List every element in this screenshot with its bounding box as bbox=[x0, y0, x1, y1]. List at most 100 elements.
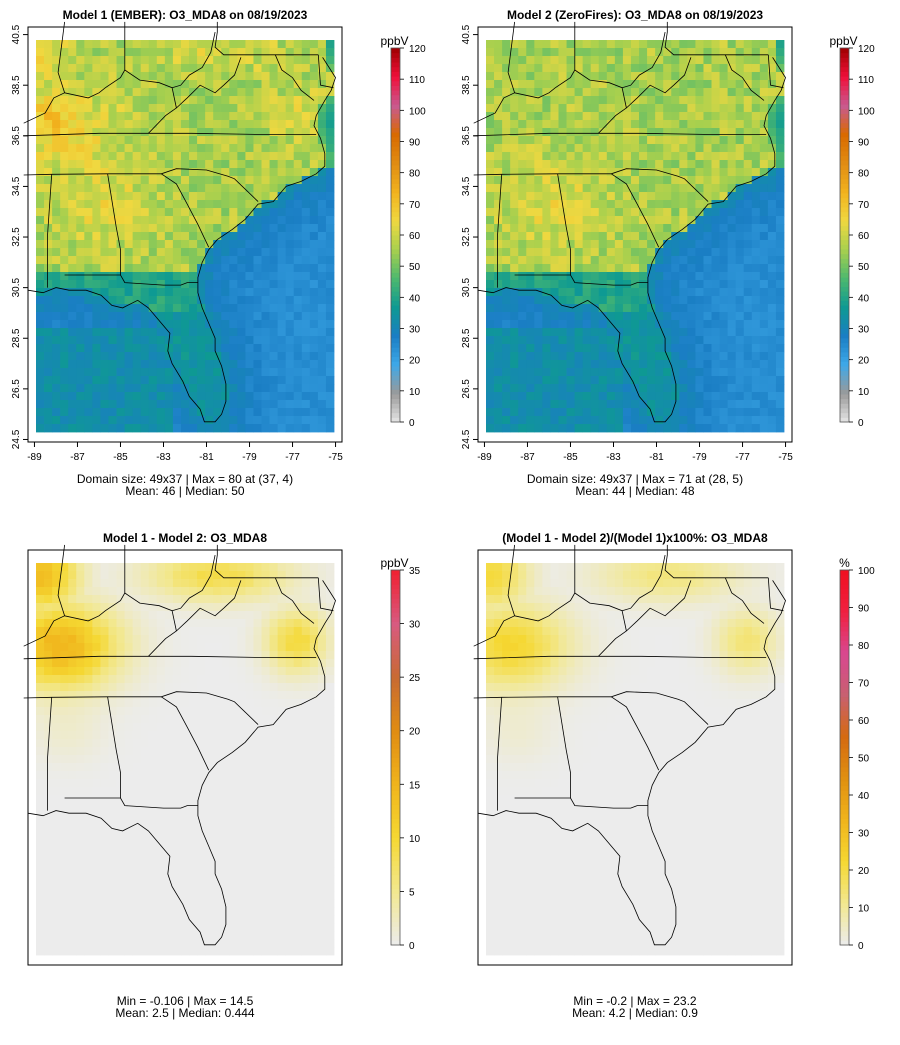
heatmap-cell bbox=[582, 112, 592, 121]
heatmap-cell bbox=[245, 731, 254, 740]
heatmap-cell bbox=[132, 264, 142, 273]
heatmap-cell bbox=[775, 136, 785, 145]
heatmap-cell bbox=[213, 248, 222, 257]
heatmap-cell bbox=[92, 128, 101, 137]
heatmap-cell bbox=[534, 232, 543, 241]
heatmap-cell bbox=[116, 320, 125, 329]
heatmap-cell bbox=[679, 344, 688, 353]
heatmap-cell bbox=[229, 611, 238, 620]
heatmap-cell bbox=[140, 160, 150, 169]
heatmap-cell bbox=[76, 296, 85, 305]
heatmap-cell bbox=[759, 72, 769, 81]
heatmap-cell bbox=[558, 80, 567, 89]
heatmap-cell bbox=[614, 248, 624, 257]
heatmap-cell bbox=[317, 296, 327, 305]
heatmap-cell bbox=[317, 64, 327, 73]
heatmap-cell bbox=[180, 571, 190, 580]
heatmap-cell bbox=[606, 224, 616, 233]
heatmap-cell bbox=[614, 152, 624, 161]
heatmap-cell bbox=[566, 120, 575, 129]
colorbar-swatch bbox=[840, 118, 849, 124]
heatmap-cell bbox=[687, 376, 696, 385]
heatmap-cell bbox=[719, 368, 729, 377]
heatmap-cell bbox=[550, 296, 559, 305]
heatmap-cell bbox=[253, 651, 262, 660]
heatmap-cell bbox=[558, 176, 567, 185]
y-tick-label: 32.5 bbox=[11, 227, 22, 247]
basemap bbox=[23, 21, 336, 423]
heatmap-cell bbox=[285, 80, 295, 89]
heatmap-cell bbox=[197, 747, 206, 756]
heatmap-cell bbox=[277, 192, 287, 201]
colorbar-swatch bbox=[391, 267, 400, 273]
heatmap-cell bbox=[253, 328, 262, 337]
heatmap-cell bbox=[711, 112, 720, 121]
heatmap-cell bbox=[148, 336, 158, 345]
heatmap-cell bbox=[550, 72, 559, 81]
heatmap-cell bbox=[52, 104, 61, 113]
heatmap-cell bbox=[108, 627, 117, 636]
heatmap-cell bbox=[237, 563, 246, 572]
stats-line: Domain size: 49x37 | Max = 71 at (28, 5) bbox=[527, 472, 743, 486]
heatmap-cell bbox=[36, 619, 45, 628]
heatmap-cell bbox=[590, 128, 600, 137]
heatmap-cell bbox=[510, 136, 519, 145]
heatmap-cell bbox=[671, 72, 680, 81]
heatmap-cell bbox=[124, 400, 134, 409]
heatmap-cell bbox=[775, 64, 785, 73]
heatmap-cell bbox=[703, 240, 712, 249]
heatmap-cell bbox=[719, 64, 729, 73]
colorbar-swatch bbox=[391, 183, 400, 189]
heatmap-cell bbox=[44, 755, 53, 764]
heatmap-cell bbox=[180, 579, 190, 588]
heatmap-cell bbox=[598, 160, 608, 169]
heatmap-cell bbox=[639, 144, 648, 153]
heatmap-cell bbox=[775, 200, 785, 209]
heatmap-cell bbox=[140, 104, 150, 113]
heatmap-cell bbox=[221, 667, 230, 676]
heatmap-cell bbox=[68, 72, 77, 81]
heatmap-cell bbox=[622, 80, 632, 89]
heatmap-cell bbox=[180, 771, 190, 780]
heatmap-cell bbox=[590, 104, 600, 113]
heatmap-cell bbox=[486, 248, 495, 257]
heatmap-cell bbox=[84, 603, 93, 612]
heatmap-cell bbox=[486, 112, 495, 121]
colorbar-swatch bbox=[840, 277, 849, 283]
heatmap-cell bbox=[84, 416, 93, 425]
heatmap-cell bbox=[558, 224, 567, 233]
heatmap-cell bbox=[164, 88, 174, 97]
heatmap-cell bbox=[550, 192, 559, 201]
heatmap-cell bbox=[261, 208, 270, 217]
heatmap-cell bbox=[647, 240, 656, 249]
heatmap-cell bbox=[116, 360, 125, 369]
heatmap-cell bbox=[687, 144, 696, 153]
heatmap-cell bbox=[606, 392, 616, 401]
heatmap-cell bbox=[197, 579, 206, 588]
heatmap-cell bbox=[719, 120, 729, 129]
colorbar-swatch bbox=[391, 393, 400, 400]
heatmap-cell bbox=[317, 160, 327, 169]
heatmap-cell bbox=[261, 627, 270, 636]
heatmap-cell bbox=[647, 48, 656, 57]
heatmap-cell bbox=[558, 408, 567, 417]
colorbar-swatch bbox=[391, 122, 400, 128]
heatmap-cell bbox=[293, 48, 303, 57]
heatmap-cell bbox=[237, 627, 246, 636]
heatmap-cell bbox=[293, 384, 303, 393]
heatmap-cell bbox=[542, 128, 551, 137]
heatmap-cell bbox=[44, 779, 53, 788]
heatmap-cell bbox=[189, 675, 198, 684]
coastline bbox=[27, 57, 336, 423]
heatmap-cell bbox=[663, 168, 672, 177]
heatmap-cell bbox=[172, 352, 182, 361]
heatmap-cell bbox=[293, 731, 303, 740]
heatmap-cell bbox=[775, 216, 785, 225]
heatmap-cell bbox=[100, 312, 109, 321]
heatmap-cell bbox=[84, 224, 93, 233]
heatmap-cell bbox=[526, 424, 535, 433]
heatmap-cell bbox=[647, 352, 656, 361]
heatmap-cell bbox=[518, 200, 527, 209]
heatmap-cell bbox=[526, 184, 535, 193]
heatmap-cell bbox=[647, 264, 656, 273]
